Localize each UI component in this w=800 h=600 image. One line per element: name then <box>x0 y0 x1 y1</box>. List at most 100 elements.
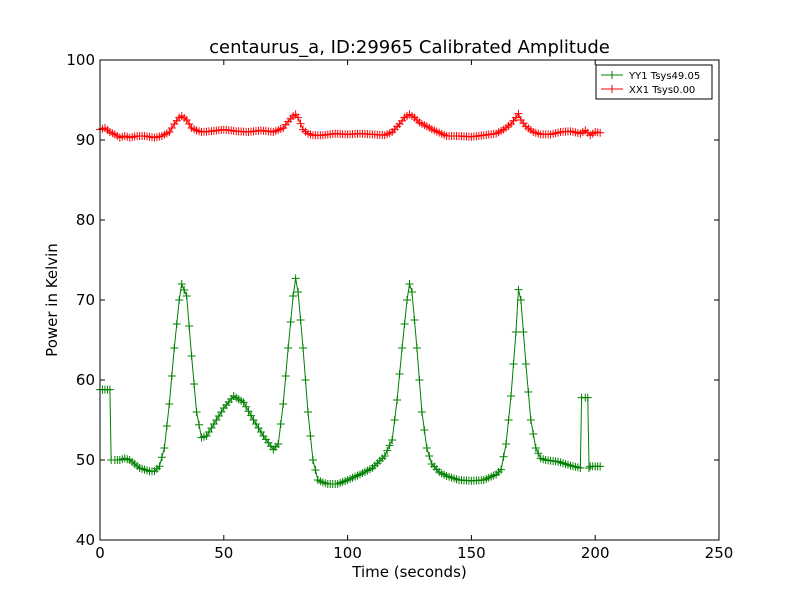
data-point-marker <box>504 416 513 424</box>
data-point-marker <box>516 296 525 304</box>
data-point-marker <box>172 320 181 328</box>
data-point-marker <box>420 426 429 434</box>
data-point-marker <box>531 444 540 452</box>
data-point-marker <box>308 456 317 464</box>
chart-title: centaurus_a, ID:29965 Calibrated Amplitu… <box>209 37 610 58</box>
data-point-marker <box>422 444 431 452</box>
data-point-marker <box>155 462 164 471</box>
x-tick-label: 250 <box>705 544 734 562</box>
data-point-marker <box>162 422 171 430</box>
data-point-marker <box>403 296 412 304</box>
data-point-marker <box>165 400 174 408</box>
data-point-marker <box>291 274 300 283</box>
data-point-marker <box>524 388 533 396</box>
data-point-marker <box>519 328 528 336</box>
data-point-marker <box>502 440 511 448</box>
data-point-marker <box>296 316 305 324</box>
data-point-marker <box>511 328 520 336</box>
data-point-marker <box>157 453 166 462</box>
data-point-marker <box>190 380 199 388</box>
y-tick-label: 90 <box>76 131 95 149</box>
data-point-marker <box>583 393 592 402</box>
x-tick-label: 150 <box>457 544 486 562</box>
data-point-marker <box>242 402 251 411</box>
data-point-marker <box>417 408 426 416</box>
data-point-marker <box>195 420 204 429</box>
y-tick-label: 50 <box>76 451 95 469</box>
data-point-marker <box>529 430 538 438</box>
data-point-marker <box>192 408 201 416</box>
data-point-marker <box>294 113 303 122</box>
legend: YY1 Tsys49.05 XX1 Tsys0.00 <box>595 64 713 100</box>
ticks-layer: 0 50 100 150 200 250 40 50 60 70 80 90 100 <box>66 51 733 562</box>
data-point-marker <box>289 292 298 300</box>
y-tick-label: 70 <box>76 291 95 309</box>
data-point-marker <box>596 128 605 137</box>
legend-item: YY1 Tsys49.05 <box>601 71 700 82</box>
data-point-marker <box>395 370 404 378</box>
series-1 <box>96 274 605 488</box>
data-point-marker <box>311 466 320 474</box>
data-point-marker <box>507 392 516 400</box>
data-point-marker <box>407 288 416 296</box>
data-point-marker <box>497 465 506 474</box>
data-point-marker <box>301 376 310 384</box>
data-point-marker <box>286 318 295 326</box>
data-point-marker <box>185 322 194 330</box>
data-point-marker <box>303 408 312 416</box>
x-axis-title: Time (seconds) <box>351 563 467 581</box>
data-point-marker <box>388 436 397 444</box>
data-point-marker <box>239 398 248 407</box>
data-point-marker <box>405 280 414 288</box>
data-point-marker <box>390 416 399 424</box>
data-point-marker <box>509 360 518 368</box>
data-point-marker <box>425 452 434 460</box>
data-point-marker <box>105 385 114 394</box>
plot-frame <box>99 59 720 541</box>
data-point-marker <box>596 462 605 471</box>
data-point-marker <box>383 446 392 455</box>
data-point-marker <box>180 286 189 294</box>
data-point-marker <box>281 372 290 380</box>
data-point-marker <box>296 119 305 128</box>
data-point-marker <box>177 280 186 288</box>
data-point-marker <box>274 440 283 448</box>
x-tick-label: 50 <box>214 544 233 562</box>
data-point-marker <box>244 407 253 416</box>
data-point-marker <box>160 444 169 452</box>
y-tick-label: 40 <box>76 531 95 549</box>
y-tick-label: 100 <box>66 51 95 69</box>
legend-label: XX1 Tsys0.00 <box>629 85 695 96</box>
data-point-marker <box>415 376 424 384</box>
data-point-marker <box>576 464 585 472</box>
data-point-marker <box>514 109 523 118</box>
y-tick-label: 60 <box>76 371 95 389</box>
data-point-marker <box>499 452 508 461</box>
data-point-marker <box>400 320 409 328</box>
data-point-marker <box>306 432 315 440</box>
x-tick-label: 100 <box>333 544 362 562</box>
data-point-marker <box>182 292 191 300</box>
series-2 <box>96 109 605 142</box>
data-point-marker <box>380 452 389 460</box>
data-point-marker <box>187 352 196 360</box>
legend-swatch-marker <box>608 71 616 79</box>
y-tick-label: 80 <box>76 211 95 229</box>
data-point-marker <box>175 296 184 304</box>
data-point-marker <box>284 344 293 352</box>
x-tick-label: 0 <box>95 544 105 562</box>
data-point-marker <box>279 400 288 408</box>
series-layer <box>96 109 605 488</box>
data-point-marker <box>526 416 535 424</box>
data-point-marker <box>521 360 530 368</box>
data-point-marker <box>294 288 303 296</box>
y-axis-title: Power in Kelvin <box>43 243 61 357</box>
data-point-marker <box>398 344 407 352</box>
legend-label: YY1 Tsys49.05 <box>628 71 700 82</box>
data-point-marker <box>585 464 594 472</box>
data-point-marker <box>276 420 285 428</box>
data-point-marker <box>534 449 543 458</box>
